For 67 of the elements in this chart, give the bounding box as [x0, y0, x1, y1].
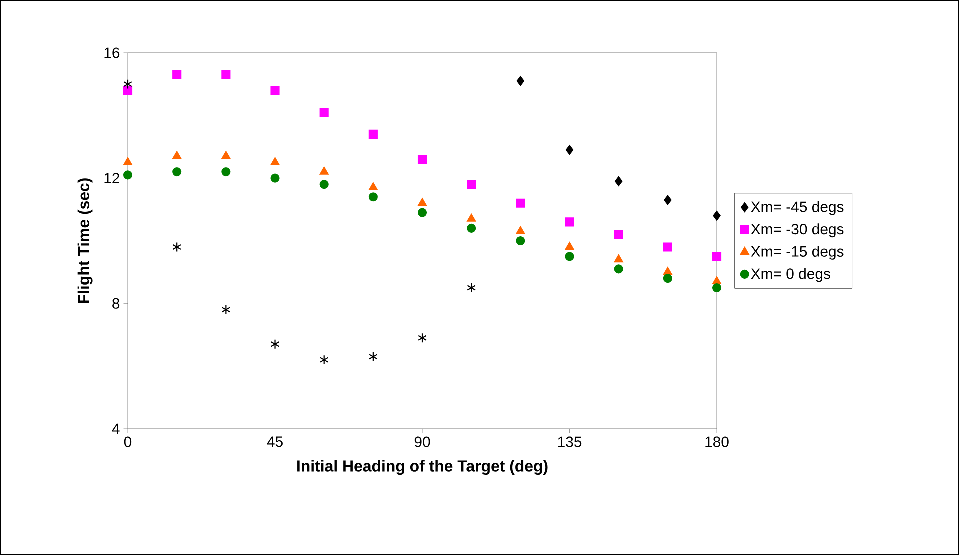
legend-label: Xm= -30 degs — [751, 224, 844, 238]
point — [713, 210, 721, 221]
y-axis-title: Flight Time (sec) — [78, 178, 93, 304]
point — [664, 195, 672, 206]
point — [467, 180, 476, 190]
point — [172, 151, 182, 160]
point — [418, 208, 428, 218]
legend-label: Xm= 0 degs — [751, 268, 830, 282]
point — [368, 182, 378, 191]
point — [270, 158, 280, 166]
y-tick-label: 12 — [104, 173, 120, 184]
point — [615, 176, 623, 186]
point — [124, 79, 132, 90]
legend-label: Xm= -45 degs — [751, 201, 844, 216]
point — [467, 214, 476, 222]
point — [516, 236, 526, 246]
point — [270, 339, 280, 350]
point — [368, 352, 378, 362]
point — [368, 130, 378, 139]
point — [663, 242, 672, 252]
point — [270, 86, 280, 96]
point — [565, 242, 574, 250]
point — [418, 198, 428, 206]
y-tick-label: 4 — [112, 424, 120, 434]
point — [467, 224, 476, 233]
x-tick-label: 45 — [267, 436, 283, 448]
point — [222, 70, 231, 80]
point — [663, 274, 672, 284]
point — [663, 267, 672, 276]
x-tick-label: 180 — [706, 436, 729, 448]
point — [222, 168, 231, 177]
point — [467, 282, 476, 294]
point — [172, 70, 182, 80]
x-tick-label: 135 — [558, 436, 582, 448]
point — [418, 154, 428, 164]
point — [565, 252, 574, 262]
point — [566, 145, 574, 156]
x-axis-title: Initial Heading of the Target (deg) — [298, 460, 548, 476]
point — [270, 174, 280, 183]
point — [320, 180, 329, 190]
point — [172, 242, 182, 252]
point — [516, 198, 526, 208]
point — [123, 86, 133, 96]
point — [222, 151, 231, 160]
point — [368, 192, 378, 202]
point — [614, 264, 624, 274]
y-tick-label: 8 — [112, 298, 120, 309]
point — [123, 170, 133, 180]
point — [172, 168, 182, 177]
point — [320, 108, 329, 118]
point — [320, 166, 329, 175]
point — [516, 76, 525, 86]
point — [123, 158, 133, 166]
point — [565, 218, 574, 227]
y-tick-label: 16 — [104, 48, 120, 58]
point — [614, 254, 624, 263]
point — [712, 276, 722, 285]
point — [712, 252, 722, 262]
x-tick-label: 0 — [124, 436, 132, 448]
point — [614, 230, 624, 240]
point — [516, 226, 526, 234]
point — [320, 355, 329, 366]
point — [418, 333, 427, 344]
x-tick-label: 90 — [414, 436, 430, 448]
legend-label: Xm= -15 degs — [751, 246, 844, 260]
point — [222, 304, 231, 315]
point — [712, 283, 722, 293]
